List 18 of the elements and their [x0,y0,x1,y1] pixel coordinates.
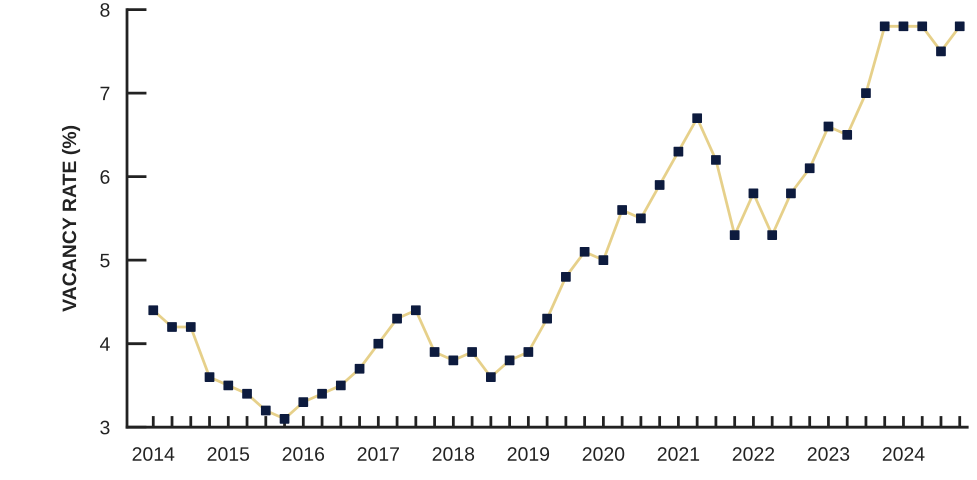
x-tick-label: 2020 [582,447,624,461]
x-tick-label: 2017 [358,447,399,461]
y-axis-title: VACANCY RATE (%) [62,126,80,312]
x-tick-label: 2015 [208,447,250,461]
y-tick-label: 8 [100,3,110,17]
y-tick-label: 5 [100,254,110,268]
x-tick-label: 2019 [508,447,550,461]
y-tick-label: 6 [100,170,110,184]
y-tick-label: 3 [100,420,110,434]
x-tick-label: 2018 [432,447,474,461]
x-tick-label: 2024 [882,447,925,461]
x-tick-label: 2016 [282,447,324,461]
x-tick-label: 2022 [732,447,774,461]
x-tick-label: 2023 [808,447,850,461]
x-tick-label: 2014 [132,447,174,461]
y-tick-label: 4 [100,337,110,351]
y-tick-label: 7 [100,86,110,100]
x-tick-label: 2021 [658,447,700,461]
